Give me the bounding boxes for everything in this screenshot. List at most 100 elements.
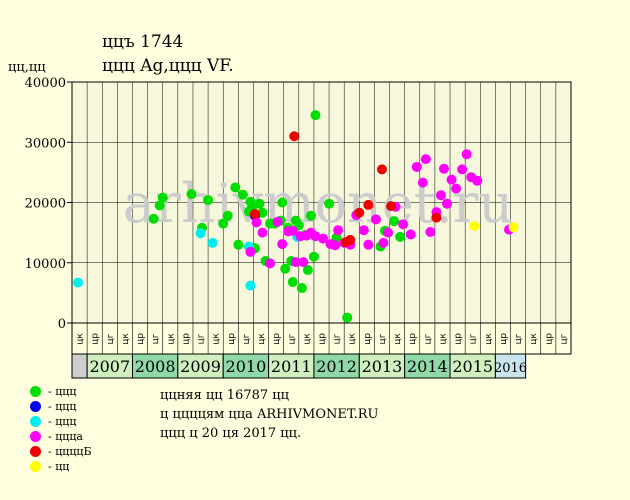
legend-dot-icon <box>30 461 41 472</box>
year-cell <box>177 353 224 379</box>
quarter-label: цр <box>136 333 146 345</box>
quarter-label: цр <box>91 333 101 345</box>
data-point <box>451 183 462 194</box>
quarter-label: цг <box>469 333 479 344</box>
data-point <box>442 198 453 209</box>
quarter-label: цг <box>106 333 116 344</box>
data-point <box>472 175 483 186</box>
year-cell-empty <box>71 353 88 379</box>
quarter-label: цк <box>212 333 222 345</box>
quarter-label: цр <box>499 333 509 345</box>
quarter-label: цр <box>454 333 464 345</box>
data-point <box>277 239 288 250</box>
year-cell <box>131 353 179 379</box>
legend-dot-icon <box>30 401 41 412</box>
data-point <box>324 198 335 209</box>
data-point <box>154 200 165 211</box>
data-point <box>195 228 206 239</box>
quarter-label: цг <box>287 333 297 344</box>
data-point <box>287 277 298 288</box>
data-point <box>148 213 159 224</box>
quarter-label: цр <box>181 333 191 345</box>
note-line: ццняя цц 16787 цц <box>160 388 289 403</box>
data-point <box>438 163 449 174</box>
data-point <box>310 231 321 242</box>
data-point <box>431 212 442 223</box>
data-point <box>298 257 309 268</box>
y-tick-label: 0 <box>58 317 66 332</box>
data-point <box>435 190 446 201</box>
data-point <box>310 110 321 121</box>
quarter-label: цк <box>484 333 494 345</box>
data-point <box>203 195 214 206</box>
year-label: 2011 <box>271 357 312 376</box>
legend-label: - ццццБ <box>48 445 92 458</box>
year-label: 2016 <box>494 361 527 376</box>
quarter-label: цр <box>318 333 328 345</box>
data-point <box>289 131 300 142</box>
data-point <box>233 239 244 250</box>
data-point <box>157 192 168 203</box>
data-point <box>308 251 319 262</box>
data-point <box>73 277 84 288</box>
data-point <box>363 239 374 250</box>
notes: ццняя цц 16787 цц ц ццццям цца ARHIVMONE… <box>160 386 379 443</box>
data-point <box>245 280 256 291</box>
y-tick-label: 10000 <box>25 257 66 272</box>
data-point <box>265 258 276 269</box>
data-point <box>305 210 316 221</box>
quarter-label: цг <box>197 333 207 344</box>
data-point <box>254 198 265 209</box>
data-point <box>302 264 313 275</box>
year-cell <box>313 353 360 379</box>
data-point <box>280 263 291 274</box>
quarter-label: цк <box>529 333 539 345</box>
data-point <box>251 217 262 228</box>
year-label: 2015 <box>452 357 493 376</box>
quarter-label: цк <box>393 333 403 345</box>
legend-label: - ццц <box>48 415 77 428</box>
data-point <box>354 207 365 218</box>
data-point <box>330 240 341 251</box>
data-point <box>345 234 356 245</box>
year-label: 2008 <box>135 357 176 376</box>
quarter-label: цр <box>408 333 418 345</box>
data-point <box>186 189 197 200</box>
quarter-label: цг <box>559 333 569 344</box>
quarter-label: цр <box>272 333 282 345</box>
year-label: 2007 <box>89 357 130 376</box>
data-point <box>277 197 288 208</box>
quarter-label: цг <box>151 333 161 344</box>
data-point <box>405 229 416 240</box>
quarter-label: цк <box>257 333 267 345</box>
year-label: 2012 <box>316 357 357 376</box>
year-cell <box>494 353 527 379</box>
y-tick-label: 40000 <box>25 76 66 91</box>
note-line: ц ццццям цца ARHIVMONET.RU <box>160 407 379 422</box>
data-point <box>358 225 369 236</box>
data-point <box>245 246 256 257</box>
data-point <box>296 283 307 294</box>
quarter-label: цк <box>166 333 176 345</box>
data-point <box>386 201 397 212</box>
quarter-label: цг <box>514 333 524 344</box>
quarter-label: цр <box>544 333 554 345</box>
legend-dot-icon <box>30 446 41 457</box>
data-point <box>218 218 229 229</box>
quarter-label: цр <box>363 333 373 345</box>
data-point <box>237 189 248 200</box>
coin-subtitle: ццц Ag,ццц VF. <box>102 56 234 76</box>
quarter-label: цк <box>302 333 312 345</box>
data-point <box>461 149 472 160</box>
y-tick-label: 20000 <box>25 197 66 212</box>
data-point <box>290 257 301 268</box>
legend-dot-icon <box>30 431 41 442</box>
data-point <box>389 216 400 227</box>
quarter-label: цг <box>378 333 388 344</box>
data-point <box>508 222 519 233</box>
quarter-label: цг <box>333 333 343 344</box>
year-label: 2013 <box>362 357 403 376</box>
data-point <box>333 225 344 236</box>
data-point <box>457 164 468 175</box>
data-point <box>398 219 409 230</box>
